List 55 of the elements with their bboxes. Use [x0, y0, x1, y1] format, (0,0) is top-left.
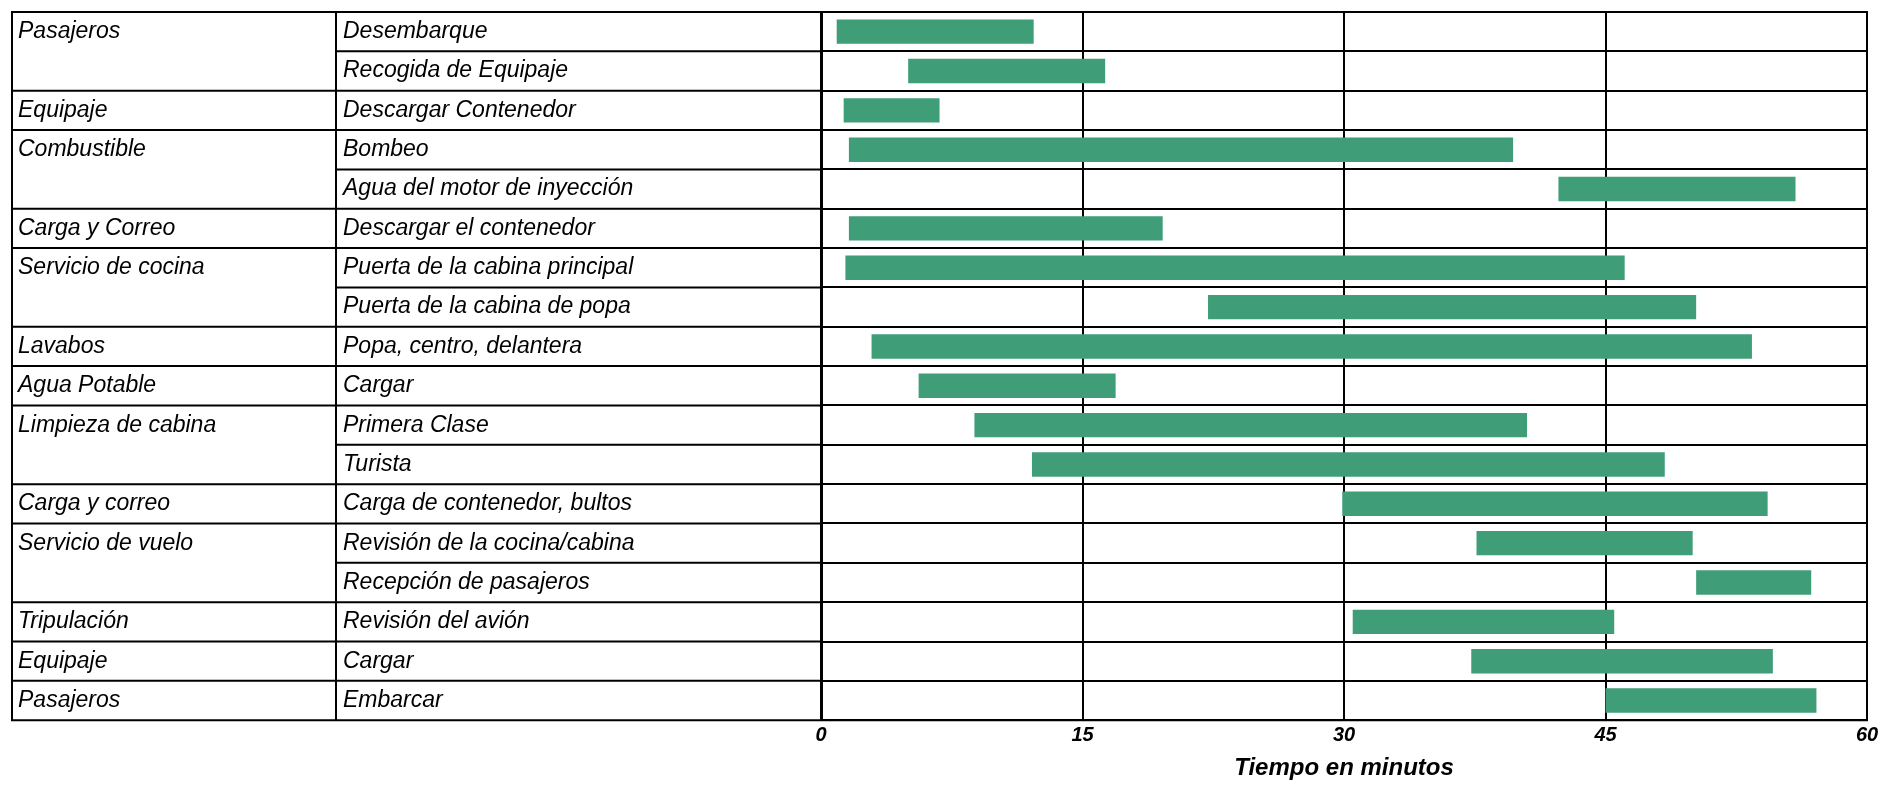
bar — [1558, 176, 1796, 202]
text: Tripulación — [18, 607, 129, 634]
bar — [974, 412, 1528, 438]
text: Pasajeros — [18, 17, 121, 44]
x-tick-label: 60 — [1855, 722, 1879, 745]
y-tick-label: Descargar el contenedor — [343, 213, 597, 240]
bar — [848, 137, 1514, 162]
bar — [1696, 570, 1812, 595]
bar — [836, 19, 1034, 44]
bar — [908, 58, 1106, 84]
y-tick-label: Descargar Contenedor — [343, 95, 578, 122]
x-tick-label: 15 — [1071, 722, 1095, 745]
y-tick-label: Revisión del avión — [343, 607, 530, 634]
bar — [848, 216, 1163, 241]
text: Combustible — [18, 135, 146, 162]
y-tick-label: Revisión de la cocina/cabina — [343, 528, 635, 555]
text: Equipaje — [18, 646, 108, 673]
text: Lavabos — [18, 331, 106, 358]
x-tick-label: 45 — [1593, 722, 1618, 745]
text: Limpieza de cabina — [18, 410, 217, 437]
y-tick-label: Cargar — [343, 371, 415, 398]
y-tick-label: Recepción de pasajeros — [343, 567, 591, 594]
bar — [1342, 491, 1768, 516]
bar — [1476, 530, 1693, 556]
bar — [1471, 648, 1773, 674]
text: Pasajeros — [18, 685, 121, 712]
bar — [918, 373, 1116, 398]
y-tick-label: Desembarque — [343, 17, 488, 44]
text: Carga y Correo — [18, 213, 176, 240]
bar — [843, 98, 940, 123]
y-tick-label: Puerta de la cabina de popa — [343, 292, 631, 319]
y-tick-label: Embarcar — [343, 685, 445, 712]
x-tick-label: 0 — [815, 722, 827, 745]
bar — [1605, 688, 1817, 713]
y-tick-label: Puerta de la cabina principal — [343, 253, 635, 280]
bar — [871, 334, 1752, 359]
x-axis-title: Tiempo en minutos — [1234, 753, 1454, 781]
text: Agua Potable — [16, 371, 157, 398]
y-tick-label: Agua del motor de inyección — [341, 174, 634, 201]
y-tick-label: Bombeo — [343, 135, 429, 162]
x-tick-label: 30 — [1332, 722, 1356, 745]
y-tick-label: Recogida de Equipaje — [343, 56, 569, 83]
text: Equipaje — [18, 95, 108, 122]
text: Servicio de cocina — [18, 253, 205, 280]
bar — [845, 255, 1625, 280]
text: Servicio de vuelo — [18, 528, 194, 555]
y-tick-label: Turista — [343, 449, 412, 476]
text: Carga y correo — [18, 489, 171, 516]
bar — [1208, 294, 1697, 320]
y-tick-label: Cargar — [343, 646, 415, 673]
y-tick-label: Popa, centro, delantera — [343, 331, 583, 358]
bar — [1031, 452, 1665, 477]
bar — [1352, 609, 1615, 635]
y-tick-label: Carga de contenedor, bultos — [343, 489, 633, 516]
y-tick-label: Primera Clase — [343, 410, 489, 437]
